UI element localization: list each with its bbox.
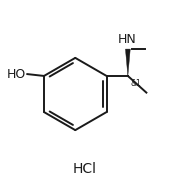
Text: HN: HN — [118, 33, 136, 46]
Text: HO: HO — [7, 68, 26, 81]
Text: &1: &1 — [130, 79, 141, 88]
Text: HCl: HCl — [73, 162, 97, 176]
Polygon shape — [125, 49, 130, 76]
